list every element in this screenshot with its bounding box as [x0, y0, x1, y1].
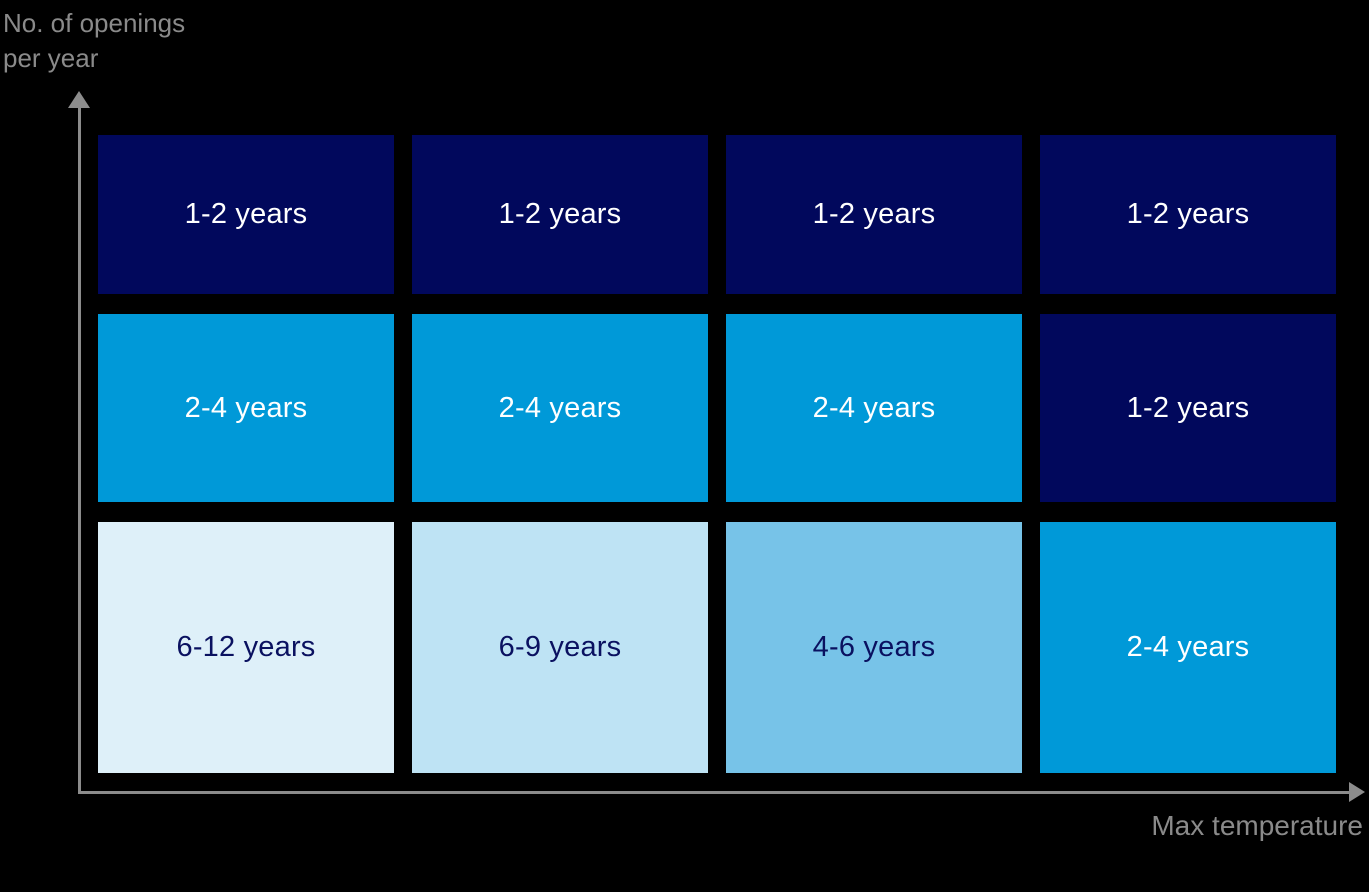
cell-label: 2-4 years — [812, 391, 936, 424]
matrix-cell-r1c4: 1-2 years — [1040, 135, 1336, 294]
cell-label: 6-12 years — [176, 631, 316, 663]
matrix-cell-r1c1: 1-2 years — [98, 135, 394, 294]
cell-label: 1-2 years — [1126, 391, 1250, 424]
x-axis-title: Max temperature — [1151, 810, 1363, 841]
cell-label: 2-4 years — [1126, 631, 1250, 663]
matrix-cell-r2c3: 2-4 years — [726, 314, 1022, 502]
cell-label: 1-2 years — [498, 198, 622, 230]
cell-label: 1-2 years — [184, 198, 308, 230]
matrix-cell-r3c3: 4-6 years — [726, 522, 1022, 773]
y-axis-title: No. of openings per year — [3, 8, 186, 73]
cell-label: 1-2 years — [1126, 198, 1250, 230]
matrix-cell-r3c2: 6-9 years — [412, 522, 708, 773]
matrix-grid: 1-2 years 1-2 years 1-2 years 1-2 years … — [98, 135, 1336, 773]
matrix-cell-r1c2: 1-2 years — [412, 135, 708, 294]
matrix-cell-r3c1: 6-12 years — [98, 522, 394, 773]
x-axis-line — [78, 791, 1350, 794]
y-axis-line — [78, 106, 81, 794]
matrix-cell-r3c4: 2-4 years — [1040, 522, 1336, 773]
y-axis-arrow-icon — [68, 91, 90, 108]
cell-label: 2-4 years — [498, 391, 622, 424]
matrix-cell-r2c4: 1-2 years — [1040, 314, 1336, 502]
cell-label: 2-4 years — [184, 391, 308, 424]
matrix-cell-r2c2: 2-4 years — [412, 314, 708, 502]
cell-label: 4-6 years — [812, 631, 936, 663]
matrix-cell-r1c3: 1-2 years — [726, 135, 1022, 294]
cell-label: 1-2 years — [812, 198, 936, 230]
x-axis-arrow-icon — [1349, 782, 1365, 802]
matrix-cell-r2c1: 2-4 years — [98, 314, 394, 502]
cell-label: 6-9 years — [498, 631, 622, 663]
